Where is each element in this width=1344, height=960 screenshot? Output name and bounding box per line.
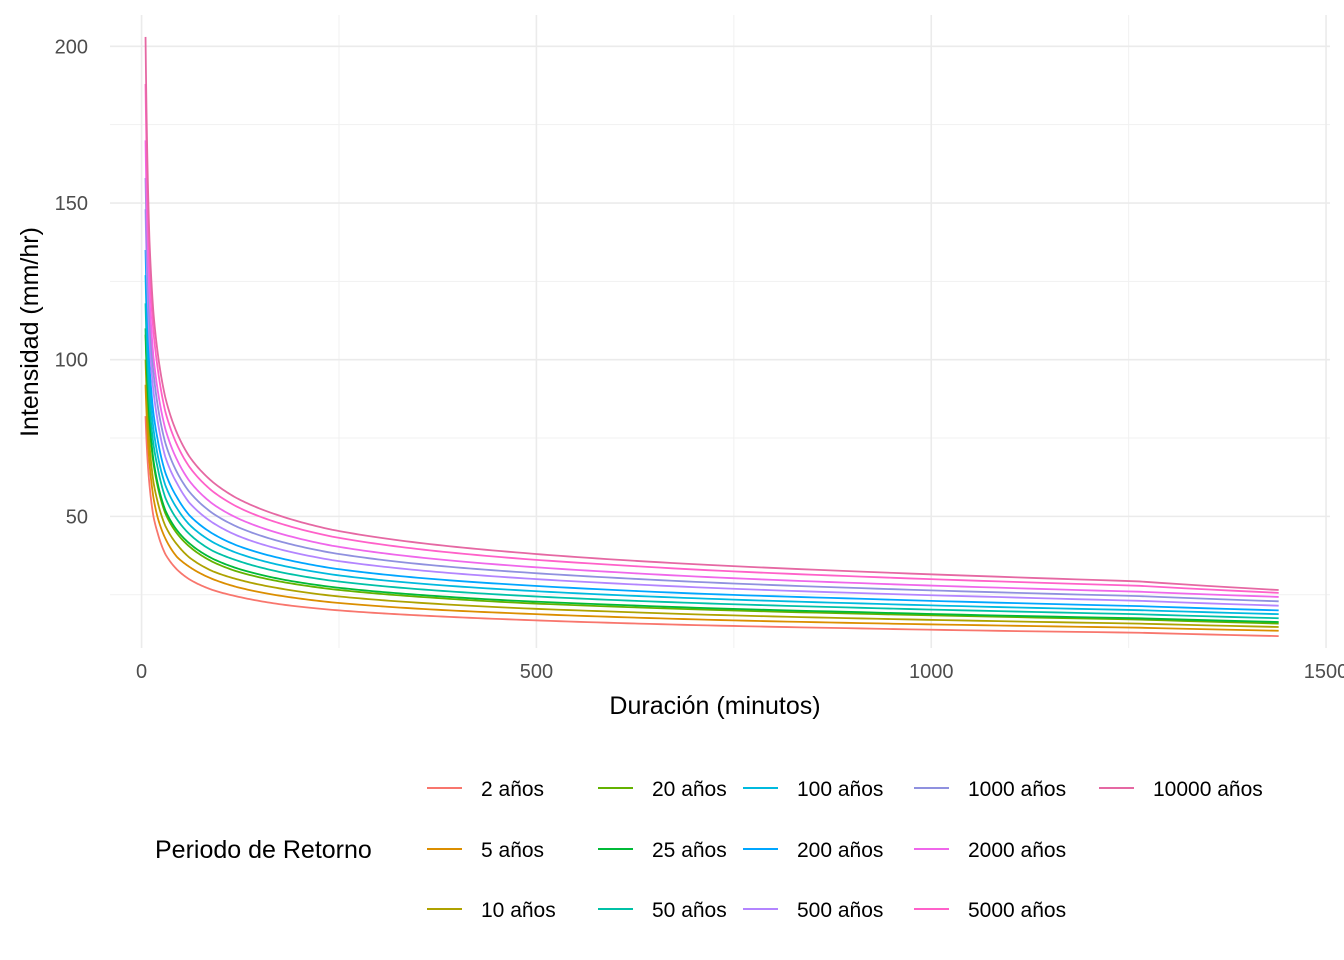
series-line <box>144 303 1279 620</box>
x-tick-label: 500 <box>520 661 553 683</box>
legend-label: 2000 años <box>968 839 1066 862</box>
axis-layer: 0 500 1000 1500 50 100 150 200 <box>55 36 1344 683</box>
series-line <box>144 416 1279 637</box>
legend-label: 500 años <box>797 899 883 922</box>
legend-label: 5000 años <box>968 899 1066 922</box>
series-line <box>144 384 1279 632</box>
y-tick-label: 200 <box>55 36 88 58</box>
legend-label: 10 años <box>481 899 556 922</box>
grid-layer <box>110 15 1330 648</box>
x-tick-label: 1500 <box>1304 661 1344 683</box>
series-line <box>144 250 1279 612</box>
series-line <box>144 275 1279 616</box>
legend-label: 20 años <box>652 778 727 801</box>
series-line <box>144 209 1279 607</box>
legend: Periodo de Retorno 2 años 5 años 10 años 20… <box>155 778 1263 922</box>
legend-label: 100 años <box>797 778 883 801</box>
legend-label: 25 años <box>652 839 727 862</box>
legend-label: 10000 años <box>1153 778 1263 801</box>
legend-label: 200 años <box>797 839 883 862</box>
series-line <box>144 328 1279 623</box>
legend-label: 5 años <box>481 839 544 862</box>
legend-label: 2 años <box>481 778 544 801</box>
series-layer <box>144 36 1279 637</box>
y-tick-label: 100 <box>55 350 88 372</box>
series-line <box>144 359 1279 628</box>
y-axis-title: Intensidad (mm/hr) <box>16 227 44 437</box>
series-line <box>144 177 1279 603</box>
x-axis-title: Duración (minutos) <box>609 692 820 720</box>
legend-label: 50 años <box>652 899 727 922</box>
legend-title: Periodo de Retorno <box>155 836 372 864</box>
legend-label: 1000 años <box>968 778 1066 801</box>
y-tick-label: 150 <box>55 193 88 215</box>
x-tick-label: 1000 <box>909 661 954 683</box>
y-tick-label: 50 <box>66 506 88 528</box>
series-line <box>144 36 1279 591</box>
series-line <box>144 83 1279 594</box>
x-tick-label: 0 <box>136 661 147 683</box>
series-line <box>144 140 1279 598</box>
